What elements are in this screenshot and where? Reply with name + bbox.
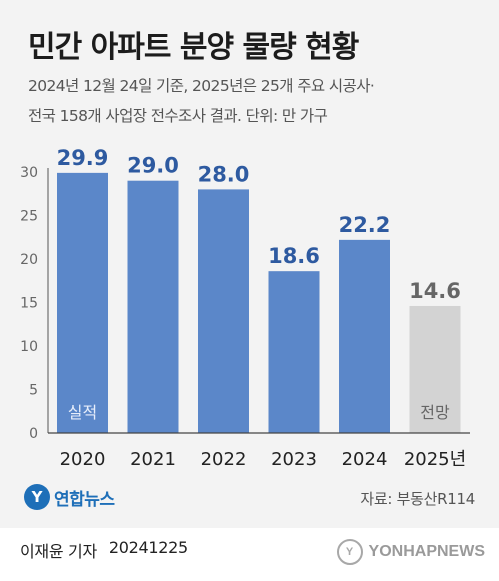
- y-tick-label: 15: [20, 296, 38, 312]
- bar: [57, 172, 108, 433]
- watermark-icon: Y: [336, 539, 363, 565]
- source-note: 자료: 부동산R114: [360, 490, 475, 508]
- bar-tag-label: 실적: [68, 403, 97, 422]
- y-tick-label: 10: [20, 339, 38, 355]
- y-tick-label: 0: [29, 426, 38, 442]
- bar-value-label: 29.0: [127, 154, 179, 178]
- x-tick-label: 2023: [271, 449, 317, 470]
- bar: [409, 305, 461, 433]
- y-tick-label: 5: [29, 383, 38, 399]
- bar: [339, 239, 390, 433]
- chart-subtitle-line2: 전국 158개 사업장 전수조사 결과. 단위: 만 가구: [28, 107, 328, 125]
- bar-value-label: 28.0: [198, 162, 250, 186]
- yonhap-logo: Y 연합뉴스: [24, 484, 115, 510]
- x-tick-label: 2025년: [404, 449, 466, 470]
- bar-value-label: 22.2: [339, 213, 391, 237]
- bar-value-label: 29.9: [57, 146, 109, 170]
- yonhap-watermark: Y YONHAPNEWS: [336, 539, 485, 565]
- bar-value-label: 18.6: [268, 244, 320, 268]
- y-tick-label: 30: [20, 165, 38, 181]
- x-tick-label: 2022: [201, 449, 247, 470]
- yonhap-logo-text: 연합뉴스: [54, 489, 115, 510]
- y-tick-label: 20: [20, 252, 38, 268]
- chart-title: 민간 아파트 분양 물량 현황: [28, 30, 359, 65]
- bar: [198, 189, 249, 433]
- bar-value-label: 14.6: [409, 279, 461, 303]
- publish-date: 20241225: [108, 538, 188, 557]
- bar: [127, 180, 179, 433]
- x-tick-label: 2020: [60, 449, 106, 470]
- x-tick-label: 2021: [130, 449, 176, 470]
- byline: 이재윤 기자 20241225: [20, 538, 188, 562]
- bar: [268, 271, 320, 433]
- chart-subtitle-line1: 2024년 12월 24일 기준, 2025년은 25개 주요 시공사·: [28, 77, 375, 95]
- bar-tag-label: 전망: [420, 403, 450, 422]
- watermark-text: YONHAPNEWS: [368, 543, 485, 560]
- y-tick-label: 25: [20, 209, 38, 225]
- x-tick-label: 2024: [342, 449, 388, 470]
- infographic-card: 민간 아파트 분양 물량 현황 2024년 12월 24일 기준, 2025년은…: [0, 0, 499, 528]
- bar-chart: 0 5 10 15 20 25 30 29.9 2020 실적 29.0 2021 28.0 2022 18…: [20, 146, 470, 470]
- reporter-name: 이재윤 기자: [20, 542, 97, 561]
- yonhap-logo-icon: Y: [24, 484, 50, 510]
